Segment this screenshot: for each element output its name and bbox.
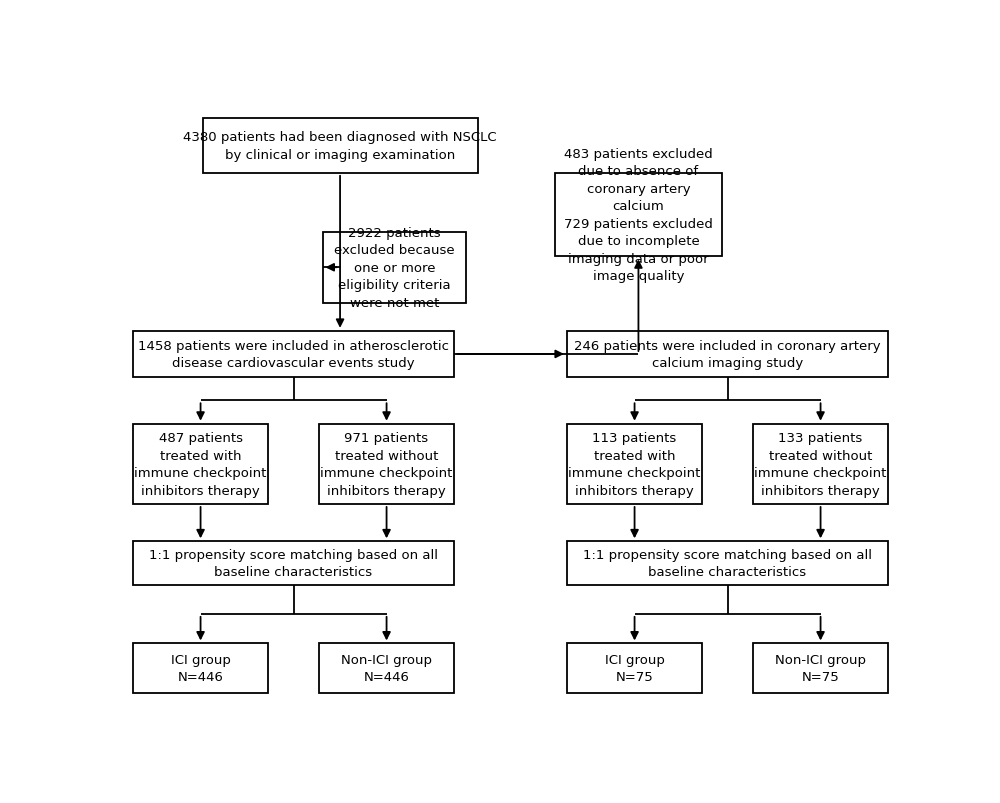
FancyBboxPatch shape [319,424,454,504]
FancyBboxPatch shape [133,424,268,504]
Text: 133 patients
treated without
immune checkpoint
inhibitors therapy: 133 patients treated without immune chec… [754,431,887,497]
FancyBboxPatch shape [753,643,888,693]
Text: 113 patients
treated with
immune checkpoint
inhibitors therapy: 113 patients treated with immune checkpo… [568,431,701,497]
Text: Non-ICI group
N=446: Non-ICI group N=446 [341,653,432,683]
FancyBboxPatch shape [567,332,888,377]
FancyBboxPatch shape [133,332,454,377]
FancyBboxPatch shape [567,424,702,504]
FancyBboxPatch shape [567,643,702,693]
Text: 2922 patients
excluded because
one or more
eligibility criteria
were not met: 2922 patients excluded because one or mo… [334,226,455,309]
Text: 4380 patients had been diagnosed with NSCLC
by clinical or imaging examination: 4380 patients had been diagnosed with NS… [183,131,497,161]
Text: Non-ICI group
N=75: Non-ICI group N=75 [775,653,866,683]
Text: ICI group
N=446: ICI group N=446 [171,653,230,683]
FancyBboxPatch shape [753,424,888,504]
Text: 971 patients
treated without
immune checkpoint
inhibitors therapy: 971 patients treated without immune chec… [320,431,453,497]
Text: 1:1 propensity score matching based on all
baseline characteristics: 1:1 propensity score matching based on a… [583,548,872,578]
Text: 483 patients excluded
due to absence of
coronary artery
calcium
729 patients exc: 483 patients excluded due to absence of … [564,148,713,283]
Text: ICI group
N=75: ICI group N=75 [605,653,664,683]
FancyBboxPatch shape [323,232,466,304]
FancyBboxPatch shape [133,541,454,585]
FancyBboxPatch shape [202,119,478,173]
Text: 246 patients were included in coronary artery
calcium imaging study: 246 patients were included in coronary a… [574,340,881,369]
Text: 487 patients
treated with
immune checkpoint
inhibitors therapy: 487 patients treated with immune checkpo… [134,431,267,497]
FancyBboxPatch shape [567,541,888,585]
FancyBboxPatch shape [133,643,268,693]
FancyBboxPatch shape [319,643,454,693]
Text: 1458 patients were included in atherosclerotic
disease cardiovascular events stu: 1458 patients were included in atheroscl… [138,340,449,369]
Text: 1:1 propensity score matching based on all
baseline characteristics: 1:1 propensity score matching based on a… [149,548,438,578]
FancyBboxPatch shape [555,173,722,257]
